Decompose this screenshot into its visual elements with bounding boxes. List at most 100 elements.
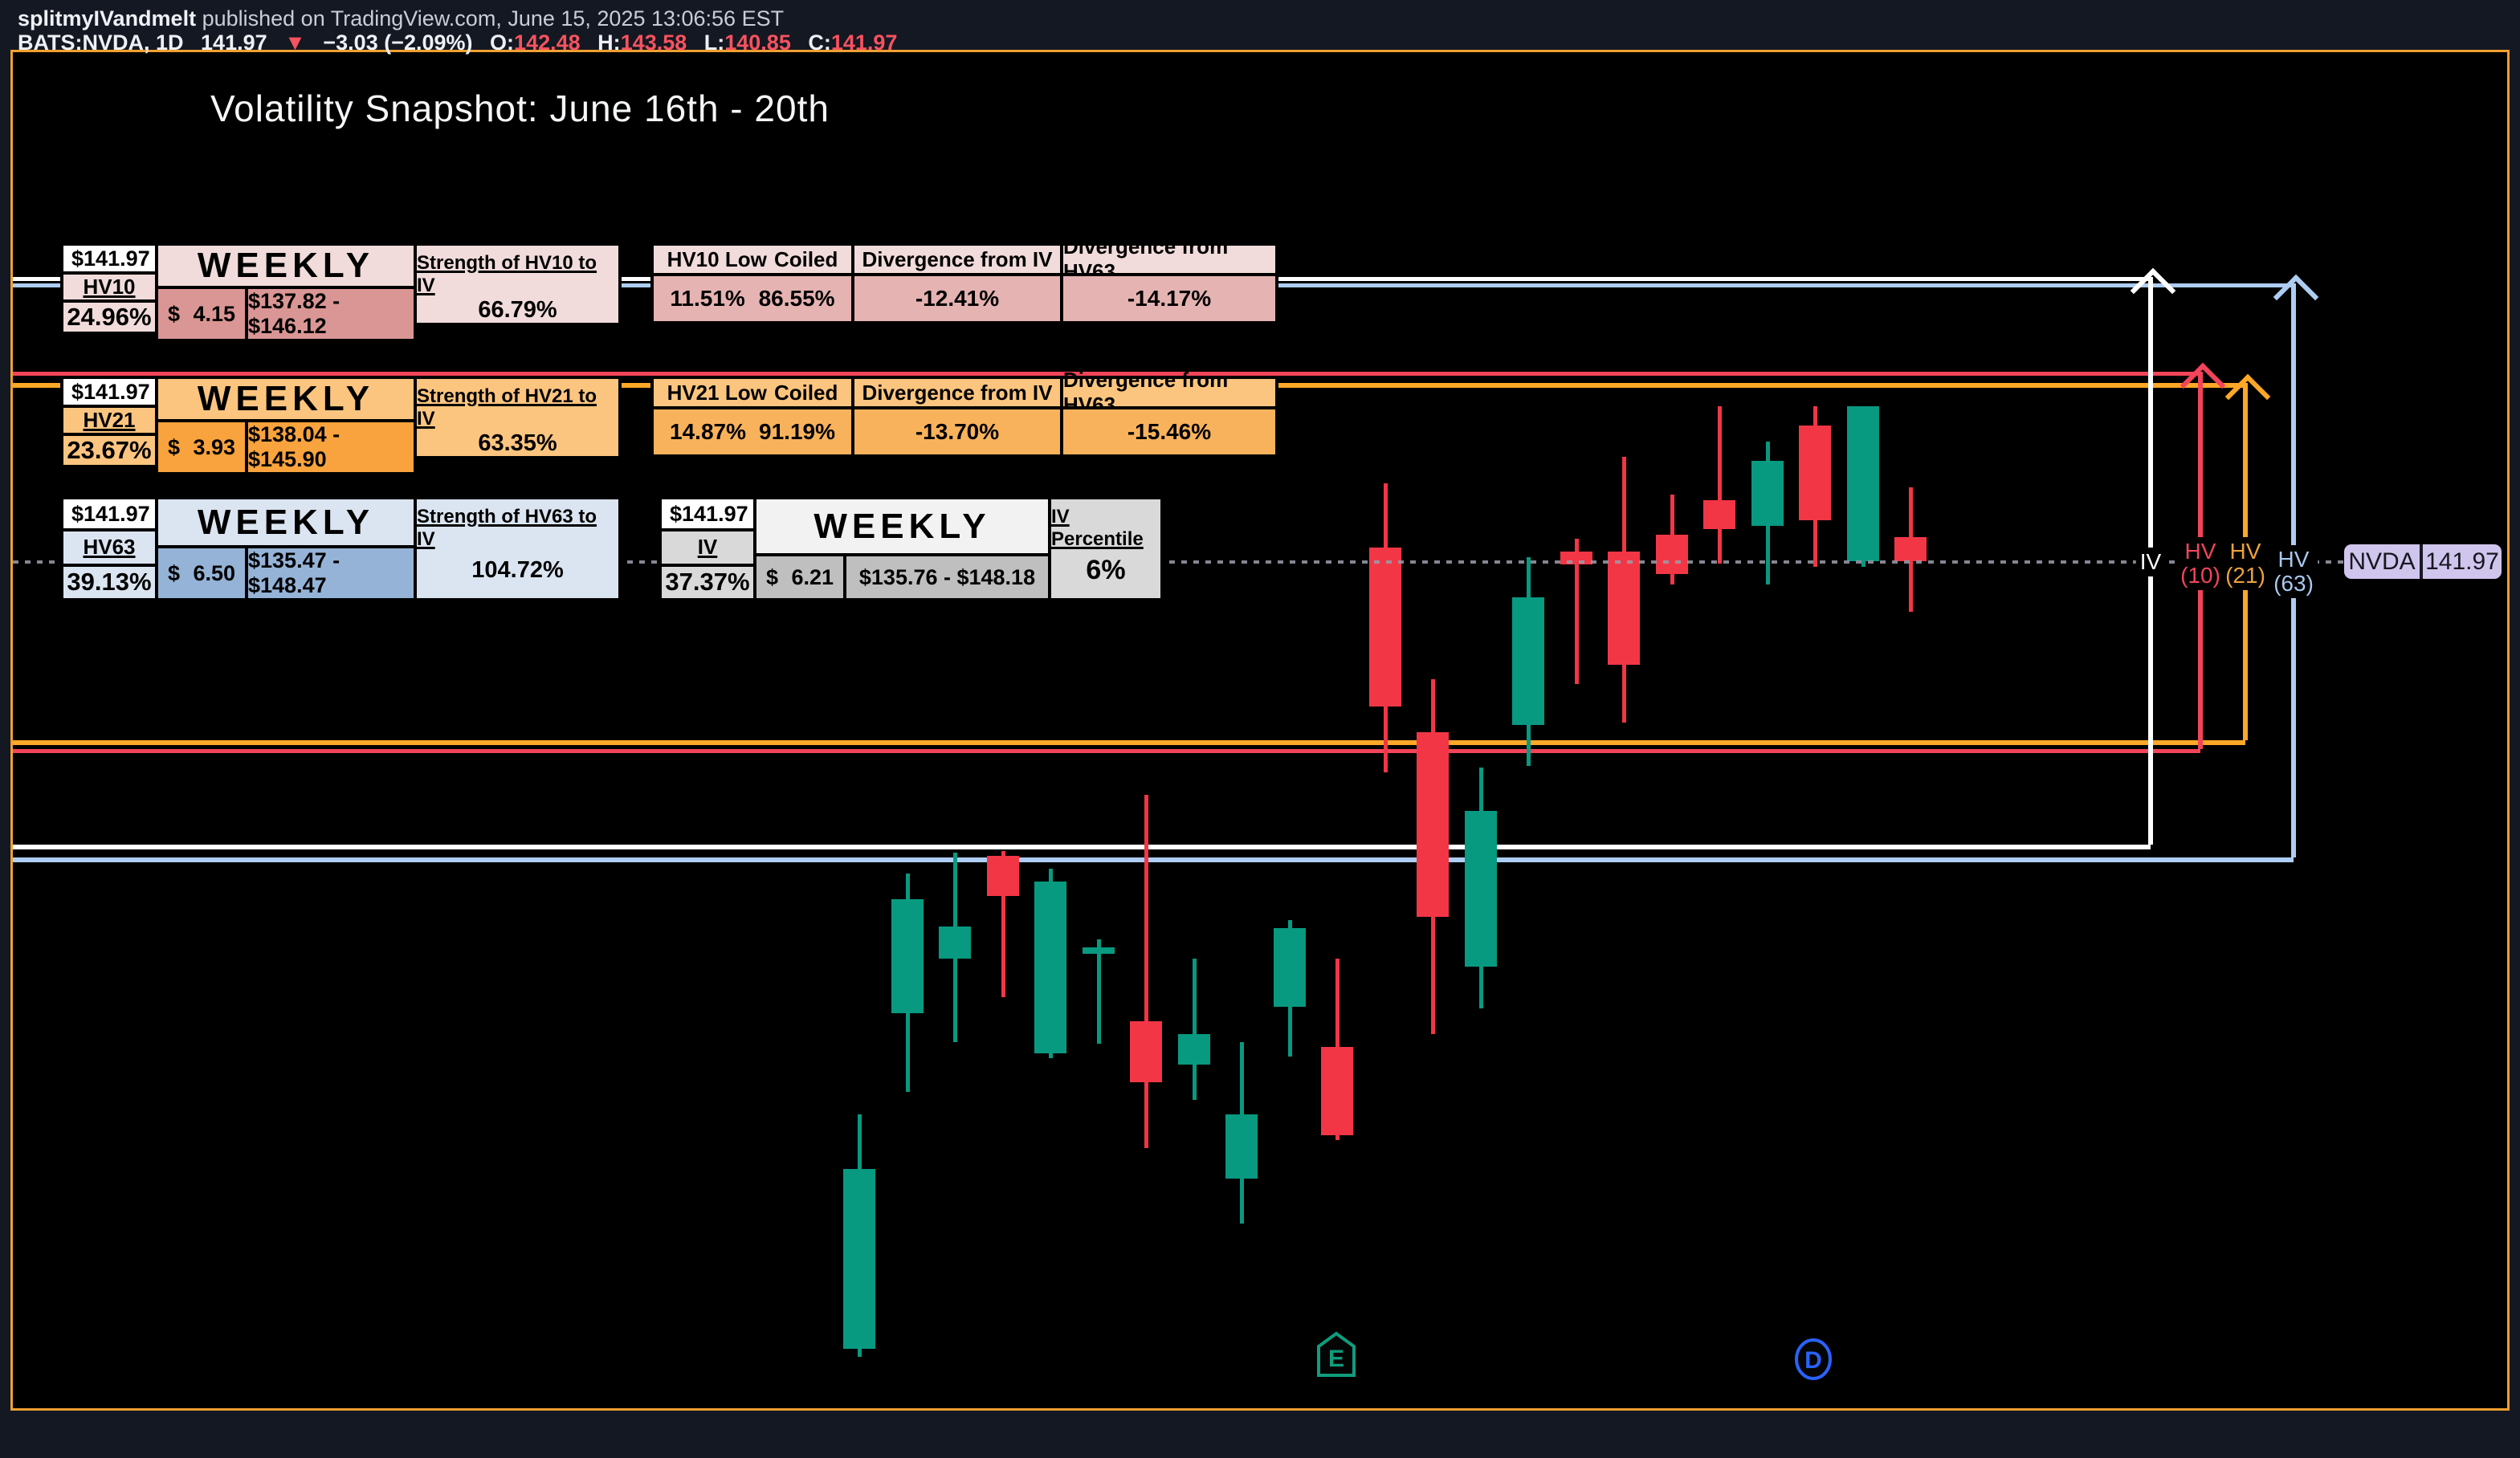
low-label: L: <box>703 31 725 55</box>
hv10-strength-cell: Strength of HV10 to IV 66.79% <box>415 244 620 324</box>
hv21-strength-cell: Strength of HV21 to IV 63.35% <box>415 377 620 458</box>
hv21-div-iv-header: Divergence from IV <box>853 377 1062 408</box>
hv63-label-cell: HV63 <box>62 530 157 565</box>
candle-body-21 <box>1847 406 1879 561</box>
candle-body-11 <box>1369 548 1401 707</box>
hv63-move-cell: $6.50 <box>157 547 247 600</box>
publish-suffix: published on TradingView.com, June 15, 2… <box>196 6 785 31</box>
iv-price-cell: $141.97 <box>660 498 755 530</box>
high-label: H: <box>597 31 621 55</box>
iv-move-cell: $6.21 <box>755 555 845 601</box>
candle-body-17 <box>1656 535 1688 574</box>
hv63-range-cell: $135.47 - $148.47 <box>247 547 415 600</box>
earnings-icon: E <box>1317 1331 1356 1377</box>
symbol-info-row: BATS:NVDA, 1D 141.97 ▼ −3.03 (−2.09%) O:… <box>18 31 897 55</box>
last-price: 141.97 <box>201 31 267 55</box>
candle-body-7 <box>1178 1034 1210 1065</box>
hv21-value-cell: 23.67% <box>62 434 157 466</box>
high-value: 143.58 <box>620 31 687 55</box>
hv10-range-label: HV (10) <box>2176 537 2224 590</box>
candle-body-2 <box>939 927 971 959</box>
svg-text:D: D <box>1804 1347 1822 1374</box>
hv21-price-cell: $141.97 <box>62 377 157 406</box>
hv21-period-cell: WEEKLY <box>157 377 415 421</box>
hv10-div-iv-value: -12.41% <box>853 275 1062 323</box>
iv-range-cell: $135.76 - $148.18 <box>845 555 1050 601</box>
hv10-period-cell: WEEKLY <box>157 244 415 287</box>
candle-body-16 <box>1608 552 1640 665</box>
hv10-div-hv63-value: -14.17% <box>1062 275 1277 323</box>
hv10-side-values: 11.51% 86.55% <box>652 275 853 323</box>
hv10-side-headers: HV10 Low Coiled <box>652 244 853 275</box>
level-line-hv21_low <box>13 740 2245 745</box>
hv10-range-cell: $137.82 - $146.12 <box>247 287 415 340</box>
candle-body-5 <box>1083 947 1115 954</box>
badge-price: 141.97 <box>2425 548 2499 575</box>
level-line-hv10_low <box>13 749 2200 753</box>
candle-wick-18 <box>1718 406 1722 564</box>
open-label: O: <box>490 31 515 55</box>
candle-wick-15 <box>1575 539 1579 684</box>
iv-table: $141.97 IV 37.37% WEEKLY $6.21 $135.76 -… <box>659 496 1164 601</box>
candle-wick-3 <box>1001 851 1005 997</box>
badge-symbol: NVDA <box>2348 548 2416 575</box>
hv10-weekly-column: WEEKLY $4.15 $137.82 - $146.12 <box>157 244 415 340</box>
hv10-divergence-table: HV10 Low Coiled Divergence from IV Diverg… <box>650 234 1278 324</box>
candle-wick-7 <box>1193 959 1197 1100</box>
candle-body-19 <box>1751 461 1784 526</box>
hv10-value-cell: 24.96% <box>62 301 157 333</box>
hv21-div-iv-value: -13.70% <box>853 408 1062 456</box>
candle-body-0 <box>843 1169 875 1349</box>
change-arrow-icon: ▼ <box>284 31 306 55</box>
candle-body-3 <box>987 856 1019 896</box>
dividend-icon: D <box>1795 1338 1832 1380</box>
candle-body-18 <box>1703 500 1735 529</box>
candle-body-1 <box>891 899 924 1013</box>
hv10-table: $141.97 HV10 24.96% WEEKLY $4.15 $137.82… <box>60 242 622 340</box>
hv10-move-cell: $4.15 <box>157 287 247 340</box>
candle-wick-6 <box>1144 795 1148 1148</box>
hv63-period-cell: WEEKLY <box>157 498 415 547</box>
candle-body-6 <box>1130 1021 1162 1082</box>
hv21-range-label: HV (21) <box>2221 537 2269 590</box>
hv21-move-cell: $3.93 <box>157 421 247 474</box>
publisher-name[interactable]: splitmyIVandmelt <box>18 6 197 31</box>
candle-body-8 <box>1225 1114 1258 1179</box>
svg-text:E: E <box>1328 1346 1344 1372</box>
symbol-price-badge: NVDA 141.97 <box>2344 544 2502 579</box>
hv21-divergence-table: HV21 Low Coiled Divergence from IV Diverg… <box>650 368 1278 458</box>
hv21-label-cell: HV21 <box>62 406 157 434</box>
symbol-name[interactable]: BATS:NVDA, 1D <box>18 31 184 55</box>
hv63-strength-cell: Strength of HV63 to IV 104.72% <box>415 498 620 600</box>
hv10-left-column: $141.97 HV10 24.96% <box>62 244 157 333</box>
candle-body-20 <box>1799 426 1831 520</box>
iv-period-cell: WEEKLY <box>755 498 1050 556</box>
publish-info: splitmyIVandmelt published on TradingVie… <box>18 6 784 31</box>
candle-body-22 <box>1894 537 1927 561</box>
candle-body-13 <box>1465 811 1497 967</box>
hv63-value-cell: 39.13% <box>62 564 157 600</box>
candle-body-10 <box>1321 1047 1353 1135</box>
chart-title: Volatility Snapshot: June 16th - 20th <box>210 88 830 129</box>
dividend-marker[interactable]: D <box>1792 1338 1834 1385</box>
price-change: −3.03 (−2.09%) <box>323 31 473 55</box>
hv63-range-label: HV (63) <box>2269 545 2318 598</box>
last-price-dotted-line <box>13 560 2345 564</box>
hv63-price-cell: $141.97 <box>62 498 157 530</box>
level-line-hv63_low <box>13 857 2294 862</box>
low-value: 140.85 <box>724 31 791 55</box>
candle-body-4 <box>1034 882 1066 1053</box>
hv21-div-hv63-header: Divergence from HV63 <box>1062 368 1277 417</box>
hv10-div-hv63-header: Divergence from HV63 <box>1062 234 1277 283</box>
candle-body-12 <box>1417 732 1449 917</box>
close-label: C: <box>808 31 831 55</box>
iv-label-cell: IV <box>660 530 755 565</box>
badge-divider <box>2420 544 2423 579</box>
candle-body-9 <box>1274 928 1306 1007</box>
hv10-div-iv-header: Divergence from IV <box>853 244 1062 275</box>
hv21-side-values: 14.87% 91.19% <box>652 408 853 456</box>
hv21-table: $141.97 HV21 23.67% WEEKLY $3.93 $138.04… <box>60 376 622 474</box>
earnings-marker[interactable]: E <box>1315 1331 1357 1382</box>
hv63-table: $141.97 HV63 39.13% WEEKLY $6.50 $135.47… <box>60 496 622 601</box>
